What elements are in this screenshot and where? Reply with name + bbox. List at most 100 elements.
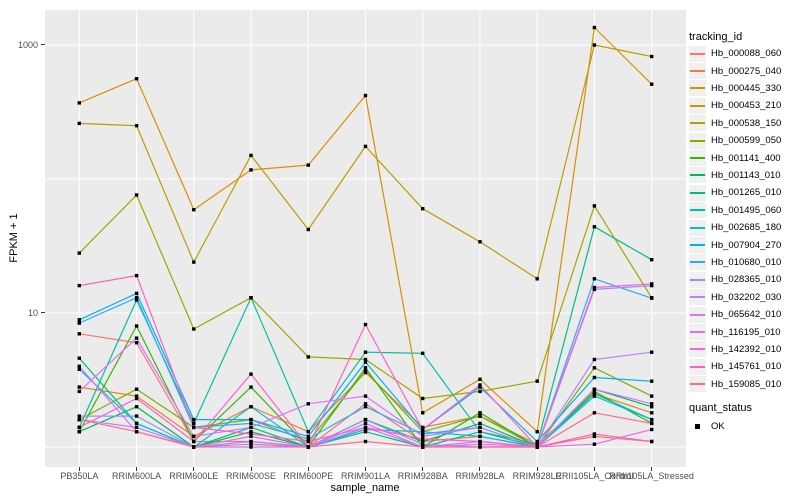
x-tick-label-RRIM600PE: RRIM600PE: [283, 471, 334, 481]
legend-item-Hb_142392_010: Hb_142392_010: [689, 341, 781, 358]
x-tick-mark: [250, 467, 252, 471]
data-point: [306, 434, 310, 439]
data-point: [134, 324, 139, 328]
data-point: [535, 445, 539, 449]
data-point: [77, 425, 81, 430]
legend-label: Hb_065642_010: [711, 309, 782, 321]
legend-key: [689, 237, 706, 254]
data-point: [592, 285, 597, 290]
data-point: [77, 356, 81, 360]
legend-line-swatch-icon: [690, 383, 705, 386]
data-point: [77, 318, 81, 322]
legend-label: Hb_159085_010: [711, 378, 782, 390]
x-tick-mark: [307, 467, 309, 471]
data-point: [134, 296, 139, 300]
legend-line-swatch-icon: [690, 331, 705, 334]
x-axis-title: sample_name: [330, 482, 400, 494]
data-point: [134, 430, 139, 434]
data-point: [478, 425, 482, 430]
data-point: [249, 372, 253, 376]
data-point: [192, 327, 196, 331]
legend-line-swatch-icon: [690, 209, 705, 212]
legend-item-Hb_000275_040: Hb_000275_040: [689, 62, 781, 80]
legend-key: [689, 63, 706, 80]
data-point: [77, 121, 81, 126]
data-point: [592, 442, 597, 446]
data-point: [134, 425, 139, 430]
data-point: [421, 445, 425, 449]
data-point: [134, 77, 139, 81]
data-point: [535, 442, 539, 446]
data-point: [421, 396, 425, 401]
legend-line-swatch-icon: [690, 296, 705, 299]
legend-item-Hb_028365_010: Hb_028365_010: [689, 271, 781, 288]
legend-label: Hb_000538_150: [711, 117, 782, 129]
legend-item-Hb_032202_030: Hb_032202_030: [689, 289, 781, 306]
data-point: [249, 445, 253, 449]
legend-key: [689, 271, 706, 288]
legend-label: Hb_001265_010: [711, 187, 782, 199]
legend-line-swatch-icon: [690, 348, 705, 351]
data-point: [134, 341, 139, 345]
legend-key: [689, 289, 706, 306]
data-point: [77, 332, 81, 336]
data-point: [478, 414, 482, 418]
legend-item-Hb_159085_010: Hb_159085_010: [689, 376, 781, 393]
legend-line-swatch-icon: [690, 313, 705, 316]
legend-item-Hb_001265_010: Hb_001265_010: [689, 184, 781, 201]
data-point: [421, 425, 425, 430]
x-tick-label-RRIM928LE: RRIM928LE: [512, 471, 562, 481]
data-point: [134, 394, 139, 398]
data-point: [478, 445, 482, 449]
legend-label: Hb_000088_060: [711, 48, 782, 60]
legend-item-Hb_145761_010: Hb_145761_010: [689, 358, 781, 375]
data-point: [650, 439, 654, 444]
legend-key: [689, 324, 706, 341]
legend-key: [689, 202, 706, 219]
data-point: [77, 414, 81, 418]
data-point: [592, 394, 597, 398]
legend-line-swatch-icon: [690, 104, 705, 107]
data-point: [421, 427, 425, 432]
data-point: [535, 439, 539, 444]
legend-item-Hb_002685_180: Hb_002685_180: [689, 219, 781, 236]
data-points: [77, 25, 654, 449]
data-point: [249, 405, 253, 409]
y-tick-label-10: 10: [27, 308, 38, 318]
data-point: [192, 417, 196, 422]
data-point: [363, 366, 368, 370]
data-point: [192, 439, 196, 444]
legend-line-swatch-icon: [690, 278, 705, 281]
data-point: [421, 432, 425, 436]
data-point: [249, 430, 253, 434]
data-point: [134, 405, 139, 409]
data-point: [650, 258, 654, 262]
data-point: [592, 225, 597, 229]
legend-label: Hb_142392_010: [711, 343, 782, 355]
data-point: [249, 439, 253, 444]
data-point: [134, 273, 139, 278]
y-tick-mark: [41, 312, 45, 313]
data-point: [192, 421, 196, 426]
data-point: [192, 208, 196, 212]
data-point: [363, 369, 368, 373]
legend-item-Hb_000088_060: Hb_000088_060: [689, 45, 781, 62]
data-point: [592, 357, 597, 362]
data-point: [306, 445, 310, 449]
y-axis-title: FPKM + 1: [8, 213, 20, 263]
data-point: [535, 379, 539, 383]
x-tick-mark: [136, 467, 138, 471]
data-point: [249, 385, 253, 389]
data-point: [77, 283, 81, 288]
data-point: [592, 375, 597, 380]
data-point: [134, 396, 139, 401]
data-point: [592, 432, 597, 436]
x-tick-mark: [593, 467, 595, 471]
data-point: [592, 387, 597, 391]
legend-label: Hb_032202_030: [711, 291, 782, 303]
legend-key: [689, 306, 706, 323]
data-point: [592, 389, 597, 394]
data-point: [421, 207, 425, 211]
x-tick-label-RRII105LA_Control: RRII105LA_Control: [555, 471, 634, 481]
legend-line-swatch-icon: [690, 174, 705, 177]
